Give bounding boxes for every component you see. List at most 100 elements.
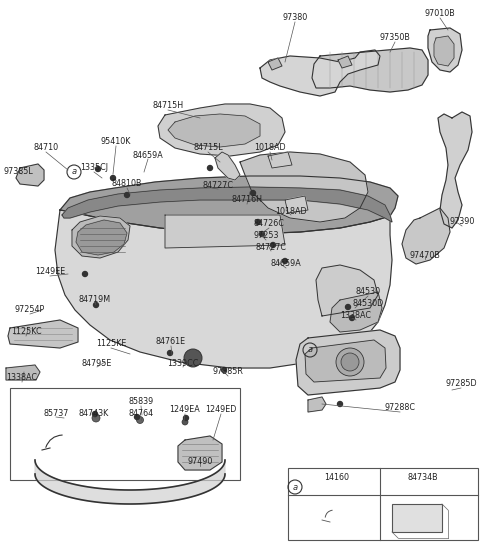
Polygon shape xyxy=(168,114,260,147)
Polygon shape xyxy=(330,292,382,332)
Text: 84530: 84530 xyxy=(355,287,381,296)
Text: 84810B: 84810B xyxy=(112,180,142,189)
Text: 14160: 14160 xyxy=(324,474,349,483)
Circle shape xyxy=(93,412,97,417)
Circle shape xyxy=(184,349,202,367)
Circle shape xyxy=(255,220,261,225)
Polygon shape xyxy=(316,265,378,316)
Polygon shape xyxy=(178,436,222,470)
Text: 97285D: 97285D xyxy=(445,380,477,389)
Polygon shape xyxy=(338,56,352,68)
Polygon shape xyxy=(55,210,392,368)
Text: 84764: 84764 xyxy=(129,408,154,418)
Circle shape xyxy=(124,193,130,198)
Polygon shape xyxy=(62,187,392,222)
Text: 84726C: 84726C xyxy=(253,220,285,228)
Text: 97385R: 97385R xyxy=(213,367,243,376)
Text: 97470B: 97470B xyxy=(409,250,441,259)
Text: 84659A: 84659A xyxy=(132,151,163,160)
Text: 85839: 85839 xyxy=(128,398,154,407)
Text: 97390: 97390 xyxy=(449,217,475,226)
Text: 85737: 85737 xyxy=(43,408,69,418)
Circle shape xyxy=(207,166,213,170)
Polygon shape xyxy=(268,58,282,70)
Polygon shape xyxy=(165,215,285,248)
Circle shape xyxy=(251,190,255,195)
Text: a: a xyxy=(72,167,77,176)
Text: 84761E: 84761E xyxy=(156,338,186,347)
Circle shape xyxy=(136,417,144,423)
Polygon shape xyxy=(296,330,400,395)
Circle shape xyxy=(182,419,188,425)
Text: 84727C: 84727C xyxy=(203,180,233,189)
Circle shape xyxy=(337,402,343,407)
Polygon shape xyxy=(35,460,225,504)
Text: 84715H: 84715H xyxy=(153,101,183,110)
Text: 1335CJ: 1335CJ xyxy=(80,164,108,172)
Circle shape xyxy=(221,367,227,372)
Circle shape xyxy=(96,166,100,171)
Circle shape xyxy=(134,414,140,419)
Circle shape xyxy=(271,242,276,248)
Text: 1338AC: 1338AC xyxy=(340,311,372,320)
Circle shape xyxy=(336,348,364,376)
Text: 84716H: 84716H xyxy=(231,195,263,204)
Text: 1339CC: 1339CC xyxy=(168,358,199,367)
Text: 84710: 84710 xyxy=(34,143,59,152)
Text: 84659A: 84659A xyxy=(271,259,301,268)
Text: 1125KE: 1125KE xyxy=(96,339,126,348)
Polygon shape xyxy=(60,176,398,234)
Text: 1018AD: 1018AD xyxy=(275,207,307,216)
Text: 97350B: 97350B xyxy=(380,34,410,43)
Polygon shape xyxy=(16,164,44,186)
Text: 97380: 97380 xyxy=(282,13,308,22)
Polygon shape xyxy=(240,152,368,222)
Text: 97490: 97490 xyxy=(187,458,213,466)
Text: 97288C: 97288C xyxy=(384,404,416,413)
Text: 1338AC: 1338AC xyxy=(7,374,37,382)
Text: 84743K: 84743K xyxy=(79,408,109,418)
Bar xyxy=(10,388,240,480)
Text: 97254P: 97254P xyxy=(15,306,45,315)
Text: 84719M: 84719M xyxy=(79,296,111,305)
Bar xyxy=(288,468,478,540)
Circle shape xyxy=(94,302,98,307)
Text: 1249ED: 1249ED xyxy=(205,405,237,414)
Circle shape xyxy=(83,272,87,277)
Text: 1125KC: 1125KC xyxy=(11,328,41,337)
Polygon shape xyxy=(308,397,326,412)
Polygon shape xyxy=(402,208,450,264)
Polygon shape xyxy=(305,340,386,382)
Polygon shape xyxy=(434,36,454,66)
Polygon shape xyxy=(268,152,292,168)
Circle shape xyxy=(183,416,189,421)
Polygon shape xyxy=(312,48,428,92)
Text: 1249EE: 1249EE xyxy=(35,268,65,277)
Polygon shape xyxy=(76,220,127,255)
Text: 97010B: 97010B xyxy=(425,10,456,18)
Polygon shape xyxy=(285,196,308,213)
Text: 84734B: 84734B xyxy=(408,474,438,483)
Polygon shape xyxy=(72,216,130,258)
Circle shape xyxy=(346,305,350,310)
Polygon shape xyxy=(6,365,40,380)
Polygon shape xyxy=(438,112,472,228)
Text: 84715L: 84715L xyxy=(193,143,223,152)
Circle shape xyxy=(110,175,116,180)
Text: 1249EA: 1249EA xyxy=(169,405,200,414)
Circle shape xyxy=(283,259,288,264)
Polygon shape xyxy=(158,104,285,156)
Circle shape xyxy=(349,315,355,320)
Text: a: a xyxy=(292,483,298,492)
Text: 84530D: 84530D xyxy=(352,298,384,307)
Text: 97385L: 97385L xyxy=(3,167,33,176)
Circle shape xyxy=(341,353,359,371)
Text: a: a xyxy=(307,346,312,354)
Text: 84795E: 84795E xyxy=(82,358,112,367)
Text: 1018AD: 1018AD xyxy=(254,143,286,152)
Polygon shape xyxy=(215,152,240,180)
Circle shape xyxy=(260,231,264,236)
Polygon shape xyxy=(8,320,78,348)
Text: 97253: 97253 xyxy=(253,231,279,240)
Circle shape xyxy=(168,351,172,356)
